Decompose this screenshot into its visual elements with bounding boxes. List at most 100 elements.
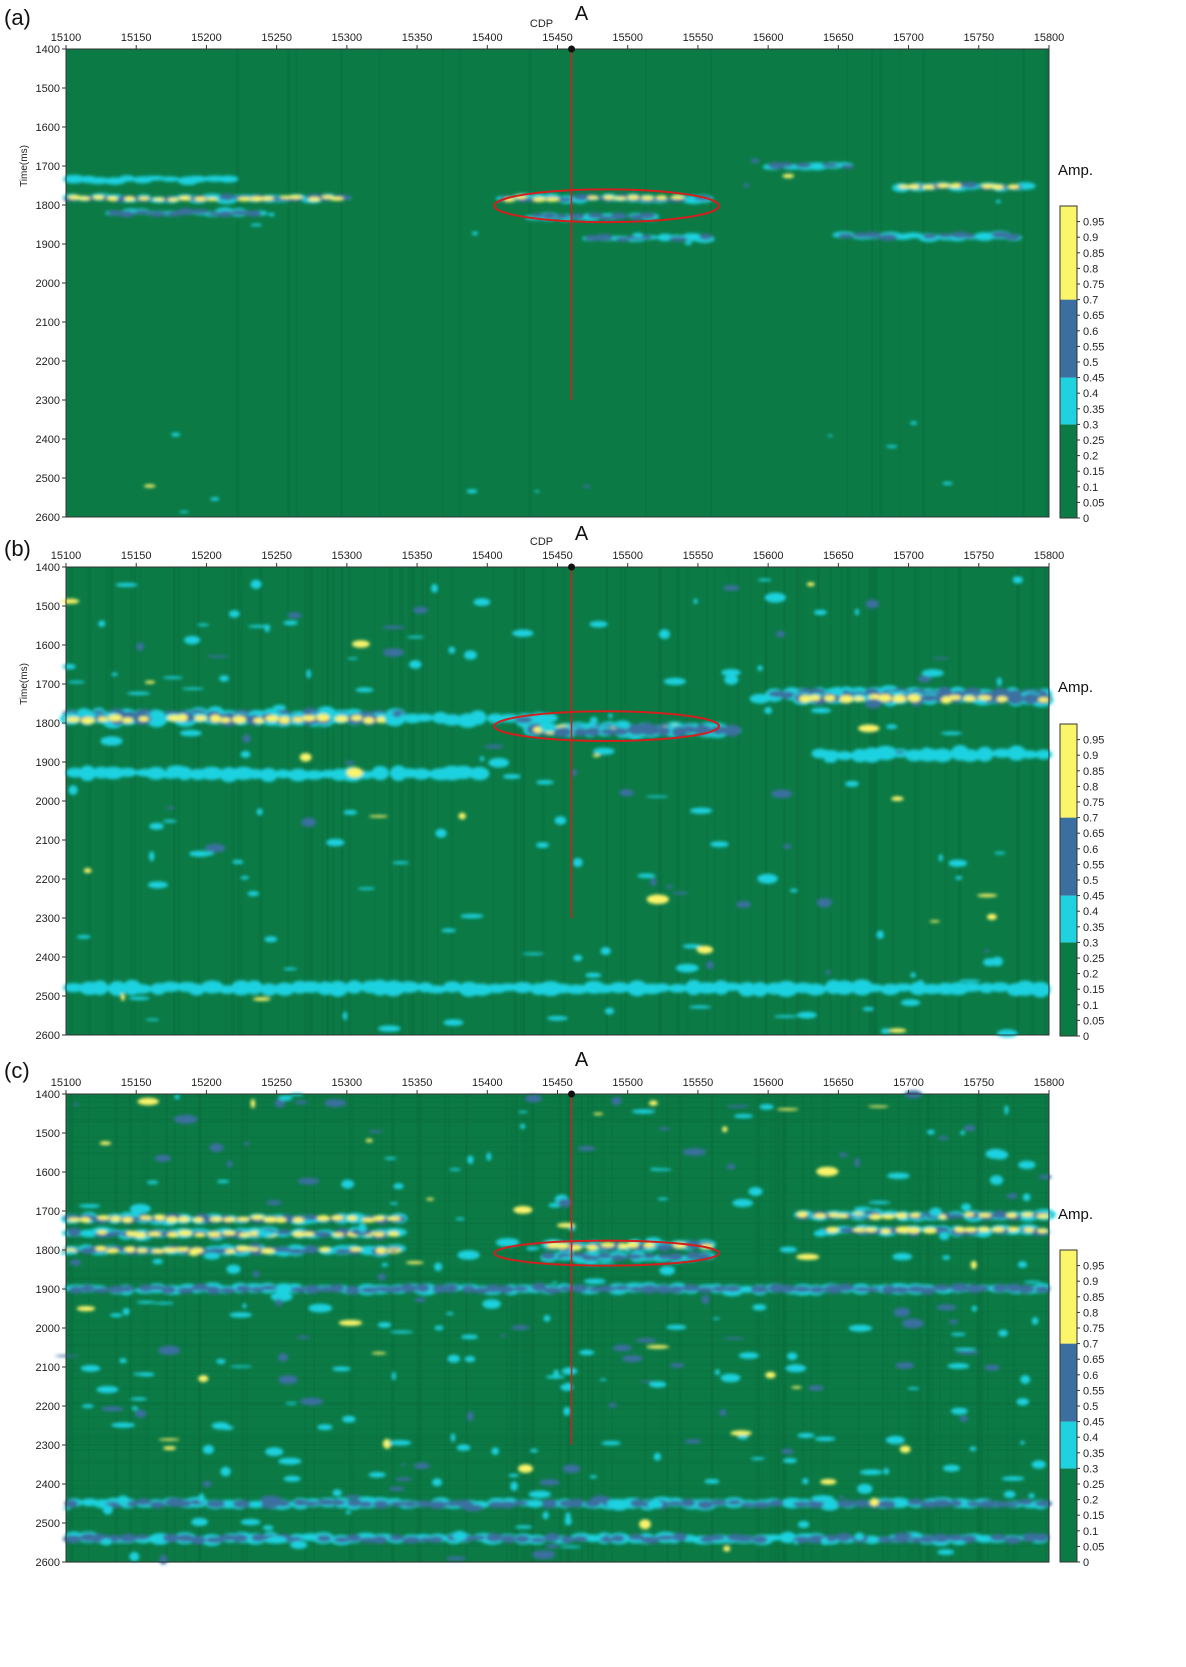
noise-blob — [60, 1251, 78, 1255]
noise-blob — [926, 1129, 935, 1135]
colorbar-tick-label: 0.4 — [1083, 388, 1098, 400]
anomaly-blob — [402, 1536, 421, 1544]
noise-blob — [250, 223, 263, 227]
anomaly-blob — [655, 1284, 672, 1294]
noise-blob — [432, 1478, 443, 1487]
anomaly-blob — [246, 1500, 266, 1509]
anomaly-blob — [316, 1215, 330, 1221]
noise-blob — [171, 432, 181, 437]
x-tick-label: 15400 — [472, 1077, 503, 1089]
anomaly-blob — [603, 195, 615, 200]
noise-blob — [984, 949, 989, 953]
texture-stripe — [1013, 1094, 1017, 1562]
anomaly-blob — [907, 184, 920, 189]
anomaly-blob — [292, 1231, 306, 1237]
noise-blob — [198, 1375, 209, 1383]
anomaly-blob — [263, 1216, 278, 1223]
noise-blob — [426, 1197, 434, 1201]
anomaly-blob — [1007, 1226, 1019, 1232]
noise-blob — [514, 716, 533, 723]
noise-blob — [542, 1511, 549, 1520]
noise-blob — [76, 1306, 96, 1312]
noise-blob — [950, 1332, 966, 1336]
noise-blob — [917, 674, 932, 683]
noise-blob — [921, 669, 944, 677]
noise-blob — [514, 1525, 533, 1529]
noise-blob — [565, 1511, 571, 1522]
colorbar-segment — [1060, 299, 1077, 378]
colorbar-tick-label: 0.3 — [1083, 419, 1098, 431]
noise-blob — [182, 687, 204, 690]
noise-blob — [149, 851, 155, 862]
noise-blob — [338, 1319, 363, 1326]
x-tick-label: 15700 — [893, 32, 924, 44]
noise-blob — [158, 1345, 181, 1355]
y-axis-label: Time(ms) — [19, 663, 30, 705]
texture-stripe — [796, 567, 799, 1035]
anomaly-blob — [260, 983, 278, 996]
texture-line — [66, 1443, 1049, 1445]
anomaly-blob — [292, 717, 304, 723]
noise-blob — [457, 1250, 480, 1260]
anomaly-blob — [161, 1286, 177, 1294]
anomaly-blob — [335, 1248, 350, 1255]
anomaly-blob — [335, 715, 349, 723]
anomaly-blob — [627, 195, 640, 200]
texture-line — [66, 1510, 1049, 1512]
colorbar-tick-label: 0.8 — [1083, 263, 1098, 275]
noise-blob — [166, 765, 188, 774]
y-tick-label: 1900 — [36, 757, 60, 769]
noise-blob — [96, 1386, 119, 1394]
anomaly-blob — [672, 1532, 687, 1542]
anomaly-blob — [907, 1227, 921, 1234]
colorbar-tick-label: 0.45 — [1083, 373, 1104, 385]
anomaly-blob — [136, 1248, 148, 1253]
noise-blob — [765, 1371, 776, 1379]
noise-blob — [174, 1094, 180, 1100]
anomaly-blob — [853, 696, 865, 702]
anomaly-blob — [194, 196, 207, 202]
texture-stripe — [976, 1094, 979, 1562]
anomaly-blob — [206, 1286, 220, 1295]
anomaly-blob — [640, 1284, 658, 1294]
y-tick-label: 2300 — [36, 1440, 60, 1452]
x-tick-label: 15500 — [612, 32, 643, 44]
anomaly-blob — [347, 1499, 363, 1507]
noise-blob — [647, 1500, 663, 1509]
noise-blob — [102, 1505, 113, 1515]
texture-stripe — [950, 1094, 952, 1562]
anomaly-blob — [978, 982, 995, 994]
anomaly-blob — [260, 1248, 275, 1254]
well-head-marker — [568, 45, 576, 53]
noise-blob — [62, 663, 76, 670]
texture-stripe — [417, 1094, 420, 1562]
x-tick-label: 15600 — [753, 550, 784, 562]
noise-blob — [368, 1472, 386, 1478]
x-tick-label: 15450 — [542, 550, 573, 562]
anomaly-blob — [819, 1499, 840, 1511]
noise-blob — [995, 199, 1001, 204]
texture-line — [66, 1217, 1049, 1219]
panel-label: (c) — [4, 1058, 30, 1083]
texture-stripe — [868, 567, 872, 1035]
x-tick-label: 15250 — [261, 32, 292, 44]
noise-blob — [971, 1305, 978, 1312]
noise-blob — [345, 1510, 352, 1515]
noise-blob — [606, 1499, 629, 1508]
noise-blob — [723, 1545, 731, 1552]
noise-blob — [611, 1096, 622, 1106]
anomaly-blob — [317, 1535, 332, 1542]
noise-blob — [278, 1095, 293, 1101]
noise-blob — [392, 711, 402, 718]
texture-stripe — [69, 567, 73, 1035]
texture-line — [66, 1449, 1049, 1451]
noise-blob — [775, 630, 786, 638]
noise-blob — [341, 1179, 355, 1189]
noise-blob — [922, 747, 931, 756]
anomaly-blob — [931, 1533, 950, 1543]
noise-blob — [145, 1018, 160, 1021]
noise-blob — [901, 1318, 924, 1329]
anomaly-blob — [1035, 1500, 1053, 1507]
noise-blob — [458, 812, 466, 820]
anomaly-blob — [136, 1498, 151, 1506]
